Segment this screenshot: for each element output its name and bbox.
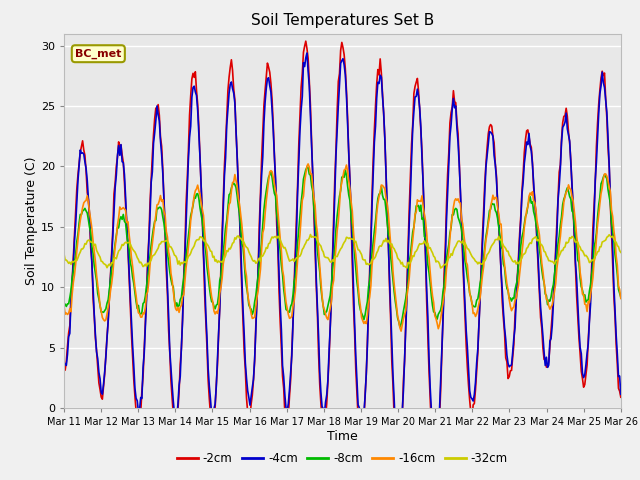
- X-axis label: Time: Time: [327, 430, 358, 443]
- Legend: -2cm, -4cm, -8cm, -16cm, -32cm: -2cm, -4cm, -8cm, -16cm, -32cm: [172, 447, 513, 469]
- Y-axis label: Soil Temperature (C): Soil Temperature (C): [25, 156, 38, 285]
- Text: BC_met: BC_met: [75, 48, 122, 59]
- Title: Soil Temperatures Set B: Soil Temperatures Set B: [251, 13, 434, 28]
